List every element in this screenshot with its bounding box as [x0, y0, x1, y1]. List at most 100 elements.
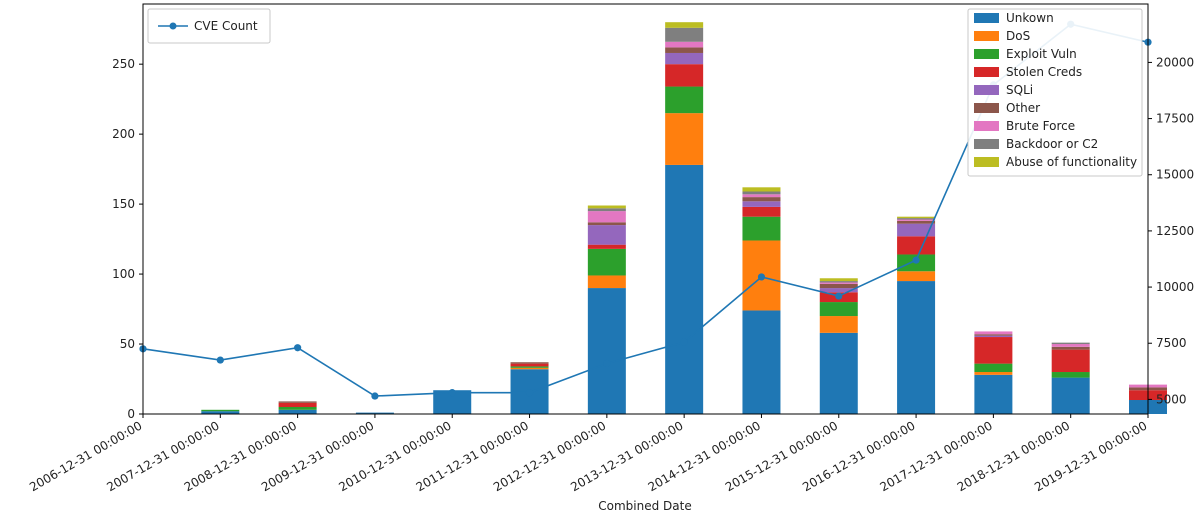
bar-exploit-vuln-11: [974, 363, 1013, 373]
bar-backdoor-or-c2-7: [665, 27, 704, 42]
left-y-tick-label-150: 150: [112, 197, 135, 211]
bar-other-12: [1051, 346, 1090, 350]
bar-exploit-vuln-7: [665, 86, 704, 114]
right-y-axis: 5000 7500 10000 12500 15000 17500 20000: [1148, 55, 1194, 406]
bar-other-5: [510, 362, 549, 364]
legend-label-exploit-vuln: Exploit Vuln: [1006, 47, 1077, 61]
bar-other-2: [278, 401, 317, 403]
bar-brute-force-7: [665, 41, 704, 48]
cve-legend-frame: [147, 8, 271, 44]
right-y-tick-label-12500: 12500: [1156, 224, 1194, 238]
bar-backdoor-or-c2-6: [587, 208, 626, 212]
bar-dos-11: [974, 372, 1013, 375]
legend-label-other: Other: [1006, 101, 1040, 115]
legend-swatch-sqli: [974, 85, 999, 95]
bar-unkown-1: [201, 411, 240, 414]
bar-brute-force-11: [974, 331, 1013, 335]
category-legend: Unkown DoS Exploit Vuln Stolen Creds SQLi Oth…: [967, 8, 1143, 177]
cve-count-point-4: [448, 389, 456, 397]
bar-other-6: [587, 222, 626, 226]
bar-brute-force-6: [587, 211, 626, 223]
bar-abuse-of-functionality-8: [742, 187, 781, 192]
left-y-tick-label-0: 0: [127, 407, 135, 421]
legend-label-backdoor-or-c2: Backdoor or C2: [1006, 137, 1098, 151]
bar-unkown-2: [278, 409, 317, 414]
legend-swatch-stolen-creds: [974, 67, 999, 77]
bar-abuse-of-functionality-6: [587, 205, 626, 209]
bar-other-10: [897, 220, 936, 224]
right-y-tick-label-5000: 5000: [1156, 392, 1187, 406]
legend-swatch-dos: [974, 31, 999, 41]
legend-swatch-exploit-vuln: [974, 49, 999, 59]
bar-exploit-vuln-2: [278, 407, 317, 410]
bar-exploit-vuln-12: [1051, 372, 1090, 378]
bar-stolen-creds-12: [1051, 349, 1090, 373]
cve-count-point-10: [912, 256, 920, 264]
bar-stolen-creds-5: [510, 363, 549, 367]
bar-unkown-10: [897, 281, 936, 414]
bar-exploit-vuln-6: [587, 248, 626, 276]
plot-frame: [142, 3, 1149, 415]
legend-swatch-backdoor-or-c2: [974, 139, 999, 149]
bar-sqli-9: [819, 288, 858, 293]
x-axis-label: Combined Date: [598, 499, 691, 513]
legend-swatch-unkown: [974, 13, 999, 23]
right-y-tick-label-20000: 20000: [1156, 55, 1194, 69]
cve-count-point-3: [371, 392, 379, 400]
bar-exploit-vuln-8: [742, 216, 781, 241]
bar-unkown-3: [355, 412, 394, 414]
bar-exploit-vuln-5: [510, 366, 549, 368]
left-y-tick-label-250: 250: [112, 57, 135, 71]
bar-abuse-of-functionality-7: [665, 22, 704, 28]
bar-unkown-9: [819, 332, 858, 414]
bar-other-11: [974, 334, 1013, 336]
bar-stolen-creds-7: [665, 64, 704, 87]
bar-exploit-vuln-1: [201, 409, 240, 412]
bar-brute-force-8: [742, 194, 781, 198]
cve-count-point-5: [525, 389, 534, 397]
legend-label-brute-force: Brute Force: [1006, 119, 1075, 133]
bar-backdoor-or-c2-12: [1051, 342, 1090, 345]
legend-label-abuse-of-functionality: Abuse of functionality: [1006, 155, 1137, 169]
legend-label-unkown: Unkown: [1006, 11, 1054, 25]
bar-unkown-11: [974, 374, 1013, 414]
bar-other-9: [819, 283, 858, 289]
bar-dos-6: [587, 275, 626, 289]
bar-stolen-creds-6: [587, 244, 626, 249]
cve-legend-label: CVE Count: [194, 19, 258, 33]
cve-count-point-2: [294, 344, 302, 352]
bar-brute-force-10: [897, 219, 936, 221]
legend-label-sqli: SQLi: [1006, 83, 1033, 97]
left-y-tick-label-200: 200: [112, 127, 135, 141]
cve-count-point-6: [603, 359, 611, 368]
category-legend-frame: [967, 8, 1143, 177]
cve-count-point-8: [757, 273, 766, 281]
bar-unkown-8: [742, 310, 781, 414]
right-y-tick-label-15000: 15000: [1156, 168, 1194, 182]
legend-label-stolen-creds: Stolen Creds: [1006, 65, 1082, 79]
bar-dos-9: [819, 316, 858, 333]
bar-stolen-creds-10: [897, 236, 936, 255]
legend-swatch-other: [974, 103, 999, 113]
bar-dos-7: [665, 113, 704, 165]
left-y-axis: 0 50 100 150 200 250: [112, 57, 143, 421]
cve-legend-marker: [169, 22, 177, 30]
left-y-tick-label-100: 100: [112, 267, 135, 281]
bar-backdoor-or-c2-8: [742, 191, 781, 195]
right-y-tick-label-17500: 17500: [1156, 112, 1194, 126]
right-y-tick-label-7500: 7500: [1156, 336, 1187, 350]
bar-stolen-creds-2: [278, 402, 317, 408]
bar-stolen-creds-8: [742, 206, 781, 217]
bar-backdoor-or-c2-10: [897, 218, 936, 220]
legend-swatch-abuse-of-functionality: [974, 157, 999, 167]
left-y-tick-label-50: 50: [120, 337, 135, 351]
bar-abuse-of-functionality-9: [819, 278, 858, 282]
legend-label-dos: DoS: [1006, 29, 1030, 43]
cve-legend: CVE Count: [147, 8, 271, 44]
bar-backdoor-or-c2-9: [819, 281, 858, 283]
cve-count-point-9: [835, 292, 843, 300]
bar-sqli-11: [974, 335, 1013, 338]
bar-exploit-vuln-9: [819, 302, 858, 317]
bar-other-7: [665, 47, 704, 53]
